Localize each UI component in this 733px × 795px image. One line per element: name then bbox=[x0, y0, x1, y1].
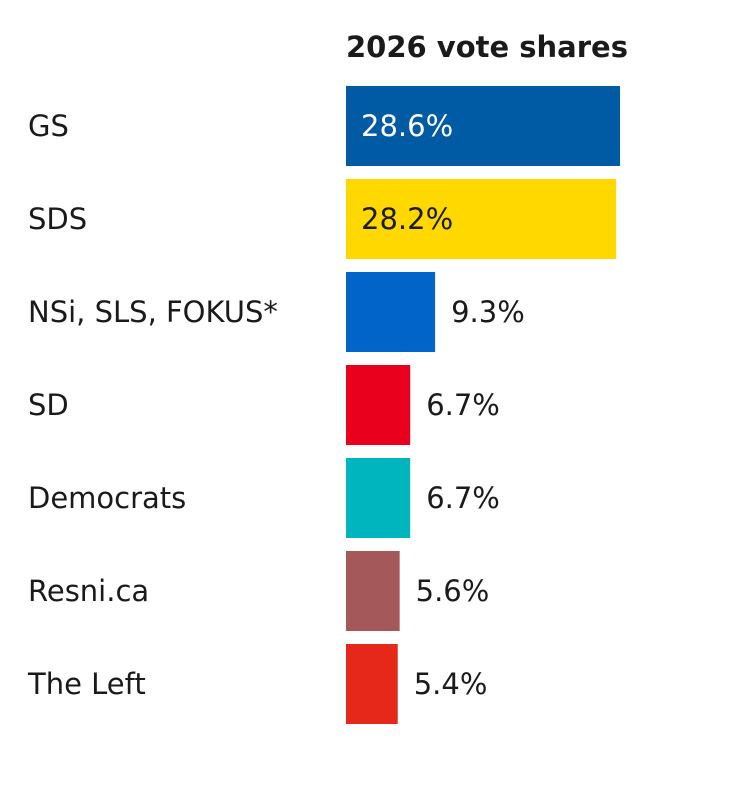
bar bbox=[346, 365, 411, 445]
category-label: GS bbox=[28, 109, 69, 143]
bar bbox=[346, 272, 436, 352]
value-label: 5.6% bbox=[416, 574, 490, 608]
chart-title: 2026 vote shares bbox=[346, 30, 628, 64]
category-label: Democrats bbox=[28, 481, 186, 515]
bar bbox=[346, 644, 398, 724]
bar bbox=[346, 179, 617, 259]
value-label: 28.2% bbox=[361, 202, 453, 236]
bar bbox=[346, 86, 620, 166]
category-label: Resni.ca bbox=[28, 574, 149, 608]
category-label: SD bbox=[28, 388, 69, 422]
value-label: 6.7% bbox=[426, 481, 500, 515]
value-label: 6.7% bbox=[426, 388, 500, 422]
bar bbox=[346, 458, 411, 538]
category-label: SDS bbox=[28, 202, 87, 236]
value-label: 9.3% bbox=[451, 295, 525, 329]
category-label: NSi, SLS, FOKUS* bbox=[28, 295, 278, 329]
category-label: The Left bbox=[27, 667, 146, 701]
value-label: 28.6% bbox=[361, 109, 453, 143]
value-label: 5.4% bbox=[414, 667, 488, 701]
bar bbox=[346, 551, 400, 631]
